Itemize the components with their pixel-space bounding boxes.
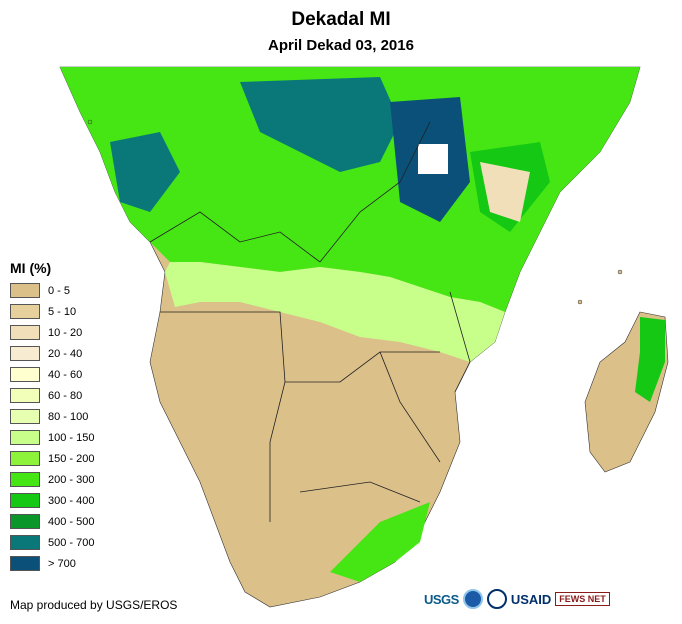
dry-patch-east [480,162,530,222]
legend-swatch [10,514,40,529]
madagascar-wet [635,317,665,402]
usgs-logo: USGS [424,591,459,607]
legend-item: 0 - 5 [10,280,130,301]
country-borders [149,121,471,522]
legend-swatch [10,430,40,445]
wet-region-north [60,67,640,312]
legend-swatch [10,367,40,382]
legend-swatch [10,451,40,466]
legend-swatch [10,346,40,361]
legend-label: 10 - 20 [48,326,83,339]
legend-label: 100 - 150 [48,431,95,444]
legend-item: 400 - 500 [10,511,130,532]
legend-label: 300 - 400 [48,494,95,507]
legend-label: 20 - 40 [48,347,83,360]
legend: MI (%) 0 - 5 5 - 10 10 - 20 20 - 40 40 - 60 6… [10,260,130,574]
legend-item: 300 - 400 [10,490,130,511]
legend-item: 20 - 40 [10,343,130,364]
usaid-logo: USAID [510,591,552,607]
legend-label: 40 - 60 [48,368,83,381]
island-3 [87,119,93,125]
legend-label: 500 - 700 [48,536,95,549]
map-title: Dekadal MI [291,9,391,30]
legend-swatch [10,472,40,487]
usaid-seal-logo [486,589,507,609]
legend-swatch [10,535,40,550]
legend-item: 10 - 20 [10,322,130,343]
wet-region-south [330,502,430,582]
southern-africa-map [59,66,669,608]
credit-text: Map produced by USGS/EROS [10,598,178,612]
legend-label: 80 - 100 [48,410,89,423]
fews-net-logo: FEWS NET [555,592,610,606]
legend-item: 5 - 10 [10,301,130,322]
very-wet-core [240,77,400,172]
legend-title: MI (%) [10,260,52,276]
legend-swatch [10,409,40,424]
island-1 [617,269,623,275]
legend-item: 100 - 150 [10,427,130,448]
legend-swatch [10,388,40,403]
legend-item: > 700 [10,553,130,574]
legend-label: 400 - 500 [48,515,95,528]
legend-item: 150 - 200 [10,448,130,469]
legend-label: 5 - 10 [48,305,77,318]
legend-label: 60 - 80 [48,389,83,402]
very-wet-west [110,132,180,212]
island-2 [577,299,583,305]
legend-item: 40 - 60 [10,364,130,385]
legend-item: 200 - 300 [10,469,130,490]
lake-white [418,144,448,174]
legend-label: > 700 [48,557,76,570]
legend-label: 150 - 200 [48,452,95,465]
legend-swatch [10,556,40,571]
legend-swatch [10,325,40,340]
logo-strip: USGS USAID FEWS NET [424,584,674,614]
legend-swatch [10,493,40,508]
legend-label: 200 - 300 [48,473,95,486]
legend-item: 60 - 80 [10,385,130,406]
legend-swatch [10,304,40,319]
legend-item: 500 - 700 [10,532,130,553]
legend-label: 0 - 5 [48,284,71,297]
wet-region-transition [165,262,505,362]
map-subtitle: April Dekad 03, 2016 [268,37,414,54]
legend-item: 80 - 100 [10,406,130,427]
noaa-logo [462,589,483,609]
legend-swatch [10,283,40,298]
